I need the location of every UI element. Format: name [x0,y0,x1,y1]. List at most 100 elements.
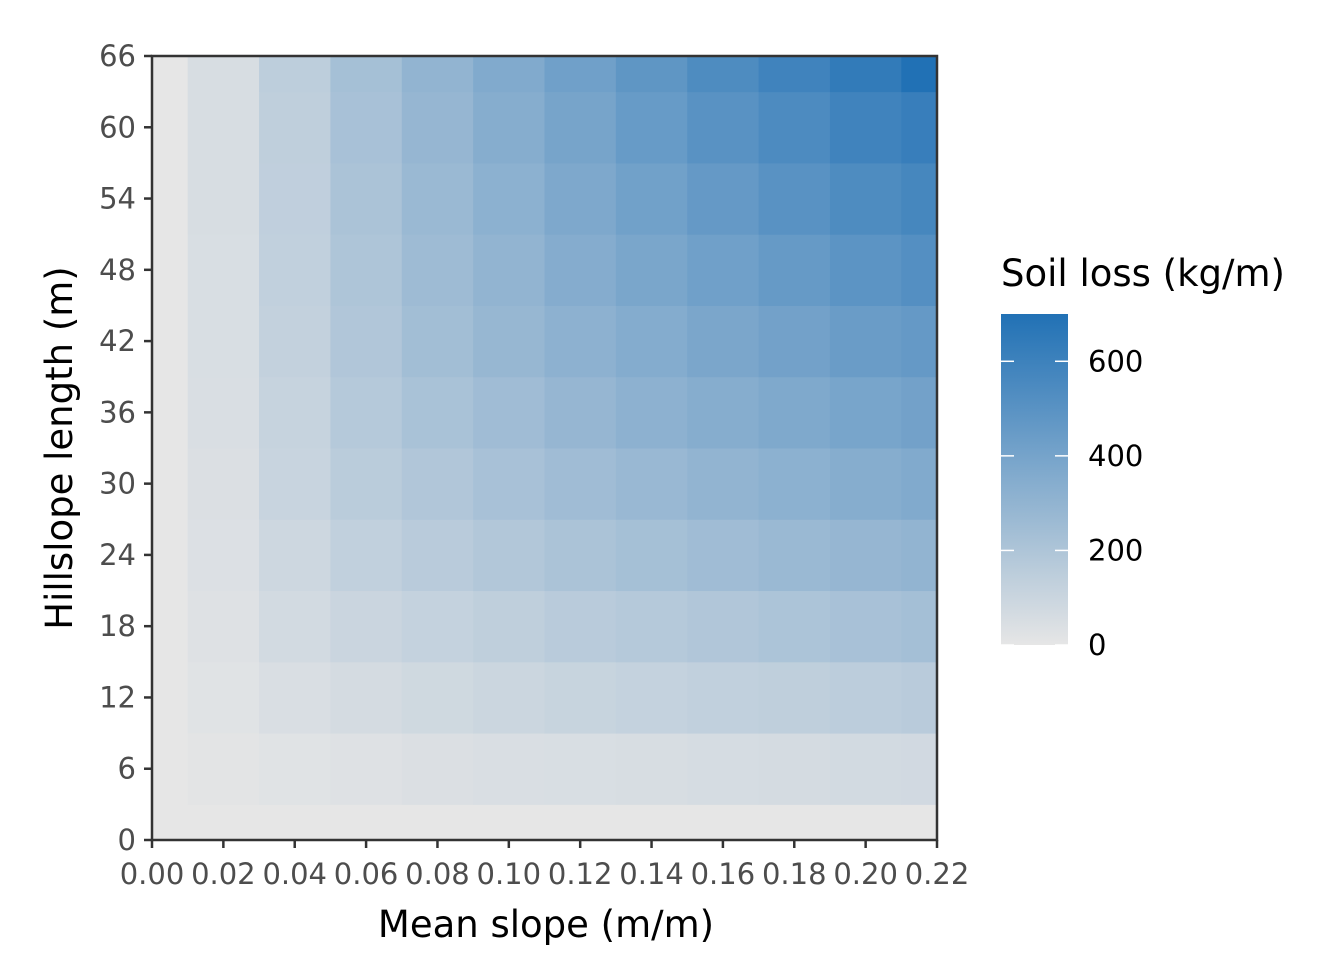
heatmap-cell [544,91,617,164]
heatmap-cell [330,162,403,235]
heatmap-cell [152,305,189,378]
legend-tick-label: 0 [1088,628,1106,662]
heatmap-cell [473,234,545,306]
heatmap-cell [473,733,545,805]
y-axis: 0 6 12 18 24 30 36 42 48 54 60 66 [99,39,152,857]
plot-panel-border [150,54,939,842]
heatmap-cell [330,661,403,734]
heatmap-cell [829,56,902,93]
heatmap-cell [615,661,688,734]
y-axis-title: Hillslope length (m) [38,266,81,629]
x-tick-label: 0.20 [833,857,898,891]
heatmap-cell [829,305,902,378]
heatmap-cell [758,91,831,164]
heatmap-cell [473,590,545,663]
heatmap-cell [758,590,831,663]
heatmap-cell [615,234,688,306]
y-tick-label: 66 [99,39,136,73]
heatmap-cell [152,448,189,520]
heatmap-cell [187,234,260,306]
heatmap-cell [187,519,260,592]
y-tick-label: 12 [99,680,136,714]
heatmap-cell [544,376,617,449]
heatmap-cell [259,519,331,592]
heatmap-cell [259,234,331,306]
heatmap-cell [259,91,331,164]
heatmap-cell [544,519,617,592]
heatmap-cell [259,448,331,520]
heatmap-cell [615,56,688,93]
heatmap-cell [544,804,617,841]
heatmap-cell [187,56,260,93]
heatmap-cell [152,590,189,663]
x-tick-label: 0.00 [120,857,185,891]
heatmap-cell [152,661,189,734]
x-tick-label: 0.04 [262,857,327,891]
heatmap-cell [829,733,902,805]
heatmap-cell [330,376,403,449]
heatmap-cell [152,56,189,93]
heatmap-cell [187,804,260,841]
heatmap-cell [687,519,760,592]
heatmap-cell [615,448,688,520]
heatmap-cell [473,804,545,841]
y-tick-label: 6 [118,752,136,786]
heatmap-cell [473,305,545,378]
heatmap-cell [401,519,474,592]
x-tick-label: 0.02 [191,857,256,891]
heatmap-cell [544,448,617,520]
heatmap-cell [901,234,938,306]
heatmap-cell [758,519,831,592]
heatmap-cell [259,804,331,841]
heatmap-cell [901,519,938,592]
heatmap-cell [152,91,189,164]
y-tick-label: 30 [99,467,136,501]
heatmap-cell [152,804,189,841]
heatmap-cell [401,661,474,734]
heatmap-cell [473,519,545,592]
x-tick-label: 0.12 [548,857,613,891]
heatmap-cell [687,661,760,734]
heatmap-cell [901,733,938,805]
heatmap-cell [473,56,545,93]
heatmap-cell [187,661,260,734]
heatmap-cell [901,162,938,235]
heatmap-cell [259,162,331,235]
y-tick-label: 54 [99,182,136,216]
heatmap-cell [758,234,831,306]
x-tick-label: 0.14 [619,857,684,891]
heatmap-cell [330,804,403,841]
legend: Soil loss (kg/m) 0 200 400 600 [1001,252,1285,662]
y-tick-label: 48 [99,253,136,287]
heatmap-cell [259,661,331,734]
heatmap-cell [401,733,474,805]
heatmap-cell [401,305,474,378]
x-tick-label: 0.22 [905,857,970,891]
heatmap-cell [401,376,474,449]
heatmap-cell [401,590,474,663]
heatmap-cell [152,376,189,449]
heatmap-cell [615,162,688,235]
heatmap-cell [901,590,938,663]
heatmap-cell [152,733,189,805]
legend-tick-label: 600 [1088,344,1143,378]
heatmap-cell [901,661,938,734]
heatmap-cell [401,91,474,164]
heatmap-cell [615,733,688,805]
heatmap-cell [687,162,760,235]
legend-tick-label: 400 [1088,439,1143,473]
heatmap-cell [615,91,688,164]
legend-title: Soil loss (kg/m) [1001,252,1285,295]
heatmap-cell [187,448,260,520]
heatmap-cell [687,234,760,306]
heatmap-cell [259,376,331,449]
heatmap-cell [187,162,260,235]
heatmap-cell [544,56,617,93]
heatmap-cell [615,305,688,378]
heatmap-cell [758,305,831,378]
heatmap-cell [330,234,403,306]
heatmap-cell [615,590,688,663]
heatmap-cell [330,590,403,663]
heatmap-cell [473,162,545,235]
